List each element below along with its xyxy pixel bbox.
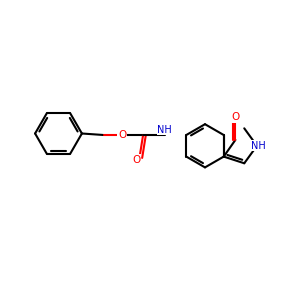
Text: O: O — [231, 112, 239, 122]
Text: O: O — [118, 130, 126, 140]
Text: NH: NH — [251, 141, 266, 151]
Text: O: O — [132, 155, 141, 165]
Text: NH: NH — [157, 124, 172, 135]
